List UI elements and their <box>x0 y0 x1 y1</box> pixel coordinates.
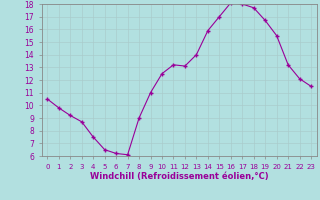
X-axis label: Windchill (Refroidissement éolien,°C): Windchill (Refroidissement éolien,°C) <box>90 172 268 181</box>
